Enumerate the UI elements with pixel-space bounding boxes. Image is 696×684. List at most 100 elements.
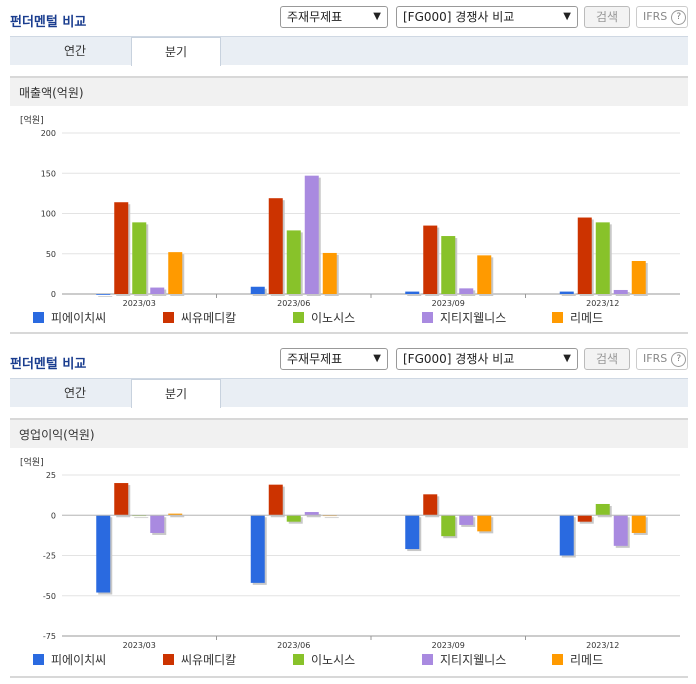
panel-header: 펀더멘털 비교 주재무제표 ▼ [FG000] 경쟁사 비교 ▼ 검색 IFRS… <box>0 3 696 33</box>
peer-group-select[interactable]: [FG000] 경쟁사 비교 ▼ <box>396 6 578 28</box>
legend-swatch <box>163 312 174 323</box>
bar <box>304 512 319 516</box>
legend-item[interactable]: 리메드 <box>552 652 603 668</box>
search-button[interactable]: 검색 <box>584 348 630 370</box>
statement-select[interactable]: 주재무제표 ▼ <box>280 6 388 28</box>
legend-item[interactable]: 피에이치씨 <box>33 310 106 326</box>
section-header: 매출액(억원) <box>10 76 688 106</box>
statement-select[interactable]: 주재무제표 ▼ <box>280 348 388 370</box>
legend-item[interactable]: 지티지웰니스 <box>422 652 506 668</box>
bar <box>322 252 337 294</box>
section-title: 영업이익(억원) <box>19 428 95 442</box>
y-tick-label: 0 <box>51 511 56 520</box>
legend-swatch <box>163 654 174 665</box>
ifrs-button[interactable]: IFRS? <box>636 348 688 370</box>
bar <box>168 513 183 516</box>
x-tick-label: 2023/12 <box>586 299 619 308</box>
fundamental-panel-2: 펀더멘털 비교 주재무제표 ▼ [FG000] 경쟁사 비교 ▼ 검색 IFRS… <box>0 342 696 684</box>
y-tick-label: -75 <box>43 632 56 641</box>
bar <box>114 483 129 516</box>
bar <box>441 515 456 537</box>
bar <box>577 515 592 522</box>
y-tick-label: 25 <box>46 471 56 480</box>
legend-label: 씨유메디칼 <box>181 653 237 667</box>
x-tick-label: 2023/06 <box>277 299 310 308</box>
bar-shadow <box>98 296 113 297</box>
tab-quarterly[interactable]: 분기 <box>131 379 221 408</box>
bar <box>150 515 165 533</box>
fundamental-panel-1: 펀더멘털 비교 주재무제표 ▼ [FG000] 경쟁사 비교 ▼ 검색 IFRS… <box>0 0 696 336</box>
revenue-chart: [억원] 0 50 100 150 200 2023/03 2023/06 2023/09 202… <box>20 114 680 308</box>
bar-shadow <box>134 517 149 519</box>
y-unit-label: [억원] <box>20 456 44 468</box>
legend-item[interactable]: 리메드 <box>552 310 603 326</box>
bar <box>613 515 628 546</box>
statement-select-value: 주재무제표 <box>287 10 343 24</box>
legend-item[interactable]: 씨유메디칼 <box>163 310 236 326</box>
chevron-down-icon: ▼ <box>563 11 571 22</box>
x-tick-label: 2023/03 <box>123 299 156 308</box>
bar <box>577 217 592 294</box>
legend-label: 이노시스 <box>311 311 356 325</box>
bar-shadow <box>170 515 185 518</box>
bar <box>96 515 111 593</box>
bar <box>150 287 165 294</box>
chevron-down-icon: ▼ <box>373 11 381 22</box>
legend-item[interactable]: 지티지웰니스 <box>422 310 506 326</box>
tab-quarterly[interactable]: 분기 <box>131 37 221 66</box>
bar <box>441 236 456 294</box>
y-tick-label: 200 <box>41 129 56 138</box>
x-tick-label: 2023/09 <box>432 641 465 650</box>
legend-label: 씨유메디칼 <box>181 311 237 325</box>
legend-swatch <box>422 312 433 323</box>
panel-title: 펀더멘털 비교 <box>10 15 87 30</box>
legend-label: 지티지웰니스 <box>440 311 507 325</box>
bar <box>595 503 610 516</box>
legend-label: 리메드 <box>570 653 604 667</box>
tab-annual[interactable]: 연간 <box>63 44 87 58</box>
bar <box>114 202 129 294</box>
y-tick-label: 50 <box>46 250 56 259</box>
bar <box>631 260 646 294</box>
bar <box>268 198 283 294</box>
bar <box>168 252 183 294</box>
bar <box>631 515 646 533</box>
statement-select-value: 주재무제표 <box>287 352 343 366</box>
legend-item[interactable]: 이노시스 <box>293 310 355 326</box>
panel-header: 펀더멘털 비교 주재무제표 ▼ [FG000] 경쟁사 비교 ▼ 검색 IFRS… <box>0 345 696 375</box>
help-icon[interactable]: ? <box>671 351 687 367</box>
y-unit-label: [억원] <box>20 114 44 126</box>
legend-swatch <box>293 312 304 323</box>
ifrs-button[interactable]: IFRS? <box>636 6 688 28</box>
help-icon[interactable]: ? <box>671 9 687 25</box>
bar <box>423 225 438 294</box>
bar <box>559 515 574 556</box>
search-button[interactable]: 검색 <box>584 6 630 28</box>
legend-item[interactable]: 이노시스 <box>293 652 355 668</box>
bar <box>477 255 492 294</box>
bar <box>286 230 301 294</box>
bar <box>250 515 265 583</box>
legend-label: 리메드 <box>570 311 604 325</box>
legend-swatch <box>552 312 563 323</box>
x-tick-label: 2023/06 <box>277 641 310 650</box>
bar <box>477 515 492 532</box>
bar <box>559 291 574 294</box>
bar-shadow <box>407 293 422 296</box>
panel-title: 펀더멘털 비교 <box>10 357 87 372</box>
period-tabbar: 연간 분기 <box>10 378 688 408</box>
tab-annual[interactable]: 연간 <box>63 386 87 400</box>
bar <box>132 222 147 294</box>
peer-group-select[interactable]: [FG000] 경쟁사 비교 ▼ <box>396 348 578 370</box>
peer-group-select-value: [FG000] 경쟁사 비교 <box>403 352 515 366</box>
divider <box>10 332 688 334</box>
bar <box>405 515 420 550</box>
bar-shadow <box>324 517 339 519</box>
operating-profit-chart: [억원] -75 -50 -25 0 25 2023/03 2023/06 2023/09 202… <box>20 456 680 650</box>
legend-item[interactable]: 피에이치씨 <box>33 652 106 668</box>
ifrs-label: IFRS <box>643 10 668 23</box>
period-tabbar: 연간 분기 <box>10 36 688 66</box>
bar <box>613 289 628 294</box>
legend-item[interactable]: 씨유메디칼 <box>163 652 236 668</box>
legend-swatch <box>422 654 433 665</box>
